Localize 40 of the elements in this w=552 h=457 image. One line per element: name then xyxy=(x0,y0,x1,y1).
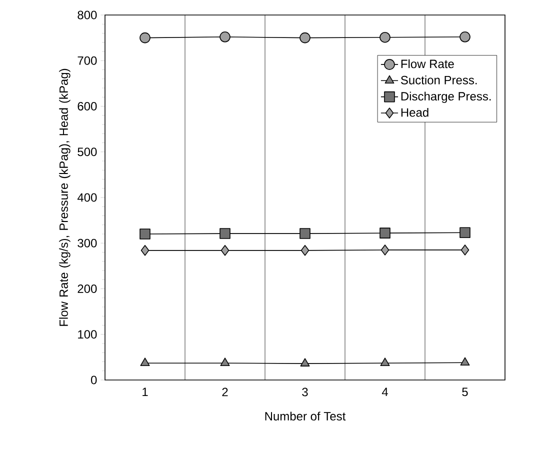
x-tick-label: 3 xyxy=(302,388,308,396)
x-tick-label: 4 xyxy=(382,388,388,396)
y-tick-label: 0 xyxy=(91,376,97,384)
point xyxy=(220,358,230,366)
x-tick-label: 5 xyxy=(462,388,468,396)
y-tick-label: 600 xyxy=(78,102,97,110)
point xyxy=(140,245,150,256)
point xyxy=(460,244,470,256)
point xyxy=(380,358,390,366)
point xyxy=(140,358,150,366)
point xyxy=(140,228,150,240)
point xyxy=(300,245,310,256)
y-axis-title: Flow Rate (kg/s), Pressure (kPag), Head (kPag) xyxy=(59,68,70,326)
y-tick-label: 100 xyxy=(78,330,97,339)
point xyxy=(220,32,230,42)
point xyxy=(300,228,310,239)
y-tick-label: 700 xyxy=(78,56,97,65)
legend-label: Suction Press. xyxy=(400,76,477,84)
point xyxy=(300,358,310,366)
legend-label: Head xyxy=(401,108,428,117)
point xyxy=(380,32,390,43)
point xyxy=(460,227,470,238)
legend-label: Flow Rate xyxy=(401,59,454,68)
point xyxy=(460,357,470,366)
x-axis-title: Number of Test xyxy=(265,412,346,420)
y-tick-label: 400 xyxy=(77,193,97,202)
x-tick-label: 1 xyxy=(142,388,148,396)
x-tick-label: 2 xyxy=(222,388,228,396)
point xyxy=(300,32,310,44)
point xyxy=(380,228,390,238)
y-tick-label: 300 xyxy=(78,238,97,248)
point xyxy=(460,32,470,42)
point xyxy=(220,228,230,239)
point xyxy=(220,245,230,256)
point xyxy=(380,244,390,256)
y-tick-label: 200 xyxy=(78,284,97,293)
y-tick-label: 800 xyxy=(78,10,97,20)
point xyxy=(140,32,150,44)
legend-label: Discharge Press. xyxy=(401,92,491,103)
y-tick-label: 500 xyxy=(78,148,97,156)
